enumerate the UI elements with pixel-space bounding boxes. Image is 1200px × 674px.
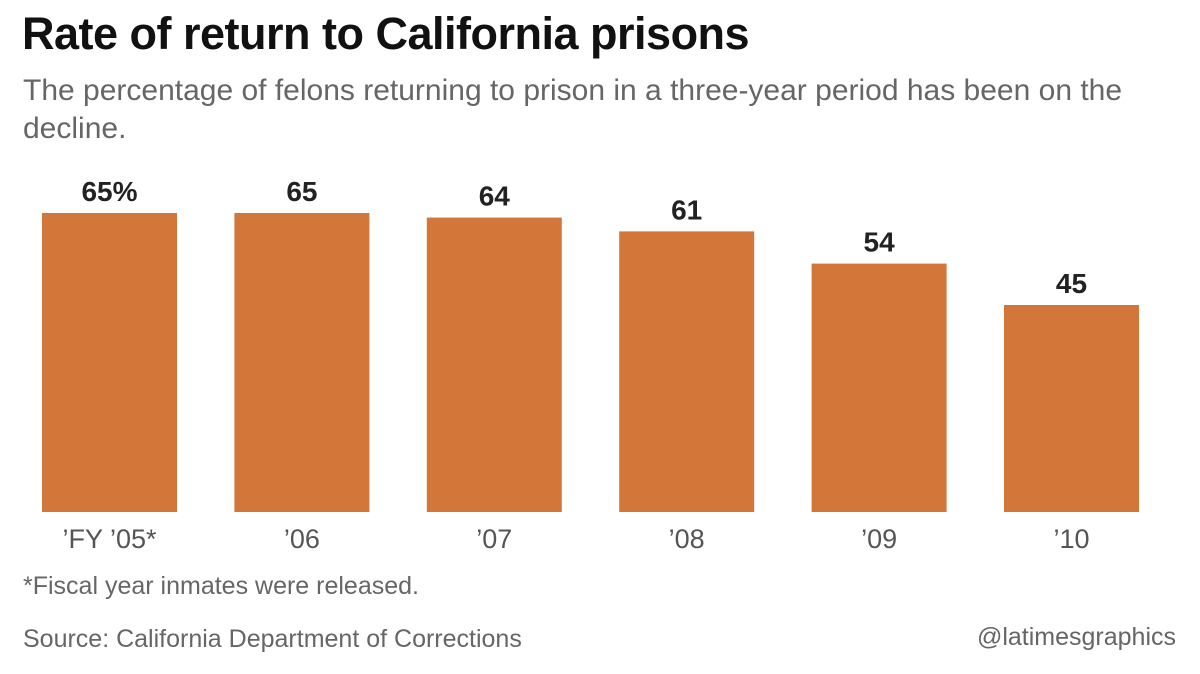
x-tick-label-3: ’07 [476, 524, 512, 554]
footnote: *Fiscal year inmates were released. [23, 572, 419, 600]
value-label-2: 65 [286, 176, 317, 207]
x-tick-label-6: ’10 [1053, 524, 1089, 554]
source-line: Source: California Department of Correct… [23, 625, 522, 653]
chart-subtitle: The percentage of felons returning to pr… [23, 74, 1123, 145]
value-label-3: 64 [479, 181, 511, 212]
value-label-6: 45 [1056, 268, 1087, 299]
bar-1 [42, 213, 177, 512]
bar-2 [234, 213, 370, 512]
value-label-1: 65% [81, 176, 137, 207]
credit-line: @latimesgraphics [976, 623, 1176, 651]
x-tick-label-1: ’FY ’05* [62, 524, 157, 554]
value-label-4: 61 [671, 194, 702, 225]
chart-title: Rate of return to California prisons [22, 8, 750, 59]
bar-3 [426, 217, 562, 512]
x-tick-label-2: ’06 [284, 524, 320, 554]
x-tick-label-5: ’09 [861, 524, 897, 554]
bar-5 [811, 263, 947, 512]
x-tick-label-4: ’08 [669, 524, 705, 554]
value-label-5: 54 [864, 227, 896, 258]
bar-6 [1004, 305, 1139, 512]
bar-4 [619, 231, 755, 512]
